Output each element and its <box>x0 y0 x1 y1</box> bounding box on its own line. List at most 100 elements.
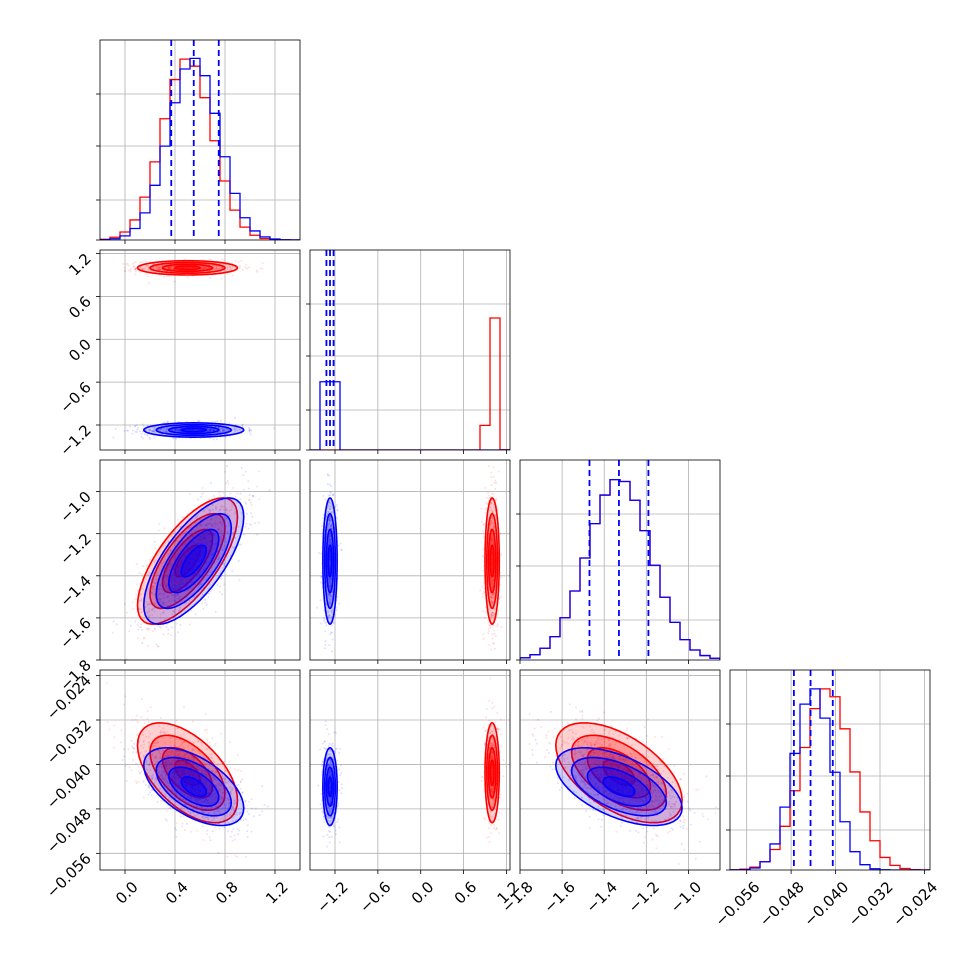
scatter-point <box>147 264 150 267</box>
scatter-point <box>147 616 150 619</box>
scatter-point <box>194 555 197 558</box>
scatter-point <box>328 616 331 619</box>
scatter-point <box>150 592 153 595</box>
scatter-point <box>130 769 133 772</box>
scatter-point <box>210 798 213 801</box>
scatter-point <box>331 612 334 615</box>
scatter-point <box>191 720 194 723</box>
scatter-point <box>203 729 206 732</box>
scatter-point <box>220 546 223 549</box>
scatter-point <box>226 267 229 270</box>
scatter-point <box>163 560 166 563</box>
scatter-point <box>171 613 174 616</box>
scatter-point <box>247 487 250 490</box>
scatter-point <box>200 556 203 559</box>
scatter-point <box>178 750 181 753</box>
scatter-point <box>168 759 171 762</box>
scatter-point <box>202 267 205 270</box>
scatter-point <box>207 559 210 562</box>
scatter-point <box>490 508 493 511</box>
scatter-point <box>225 269 228 272</box>
scatter-point <box>200 785 203 788</box>
scatter-point <box>255 269 258 272</box>
scatter-point <box>228 514 231 517</box>
scatter-point <box>113 736 116 739</box>
scatter-point <box>193 565 196 568</box>
scatter-point <box>226 480 229 483</box>
scatter-point <box>207 266 210 269</box>
scatter-point <box>160 592 163 595</box>
scatter-point <box>204 599 207 602</box>
scatter-point <box>186 266 189 269</box>
scatter-point <box>173 588 176 591</box>
scatter-point <box>196 740 199 743</box>
scatter-point <box>482 555 485 558</box>
scatter-point <box>491 593 494 596</box>
scatter-point <box>330 610 333 613</box>
scatter-point <box>189 525 192 528</box>
scatter-point <box>187 562 190 565</box>
scatter-point <box>240 259 243 262</box>
scatter-point <box>200 588 203 591</box>
scatter-point <box>217 267 220 270</box>
scatter-point <box>178 750 181 753</box>
scatter-point <box>157 645 160 648</box>
scatter-point <box>157 765 160 768</box>
scatter-point <box>188 780 191 783</box>
scatter-point <box>178 575 181 578</box>
scatter-point <box>170 759 173 762</box>
scatter-point <box>326 526 329 529</box>
scatter-point <box>319 599 322 602</box>
scatter-point <box>173 593 176 596</box>
scatter-point <box>493 612 496 615</box>
scatter-point <box>159 773 162 776</box>
scatter-point <box>187 764 190 767</box>
scatter-point <box>491 526 494 529</box>
scatter-point <box>173 600 176 603</box>
scatter-point <box>217 550 220 553</box>
scatter-point <box>484 486 487 489</box>
scatter-point <box>178 428 181 431</box>
scatter-point <box>491 524 494 527</box>
scatter-point <box>248 429 251 432</box>
scatter-point <box>139 430 142 433</box>
scatter-point <box>165 427 168 430</box>
scatter-point <box>180 266 183 269</box>
scatter-point <box>231 569 234 572</box>
scatter-point <box>154 431 157 434</box>
scatter-point <box>328 555 331 558</box>
scatter-point <box>176 581 179 584</box>
scatter-point <box>218 591 221 594</box>
scatter-point <box>490 536 493 539</box>
scatter-point <box>158 625 161 628</box>
contour-line <box>174 544 201 578</box>
scatter-point <box>329 567 332 570</box>
scatter-point <box>206 741 209 744</box>
scatter-point <box>233 426 236 429</box>
scatter-point <box>214 810 217 813</box>
scatter-point <box>331 494 334 497</box>
scatter-point <box>206 553 209 556</box>
scatter-point <box>201 593 204 596</box>
scatter-point <box>175 750 178 753</box>
scatter-point <box>485 611 488 614</box>
scatter-point <box>327 501 330 504</box>
scatter-point <box>192 775 195 778</box>
scatter-point <box>138 572 141 575</box>
scatter-point <box>167 552 170 555</box>
scatter-point <box>328 522 331 525</box>
scatter-point <box>212 534 215 537</box>
scatter-point <box>209 430 212 433</box>
scatter-point <box>492 476 495 479</box>
scatter-point <box>188 567 191 570</box>
scatter-point <box>176 727 179 730</box>
scatter-point <box>135 782 138 785</box>
scatter-point <box>210 523 213 526</box>
scatter-point <box>185 585 188 588</box>
scatter-point <box>491 541 494 544</box>
scatter-point <box>231 787 234 790</box>
scatter-point <box>131 429 134 432</box>
scatter-point <box>326 591 329 594</box>
scatter-point <box>217 529 220 532</box>
